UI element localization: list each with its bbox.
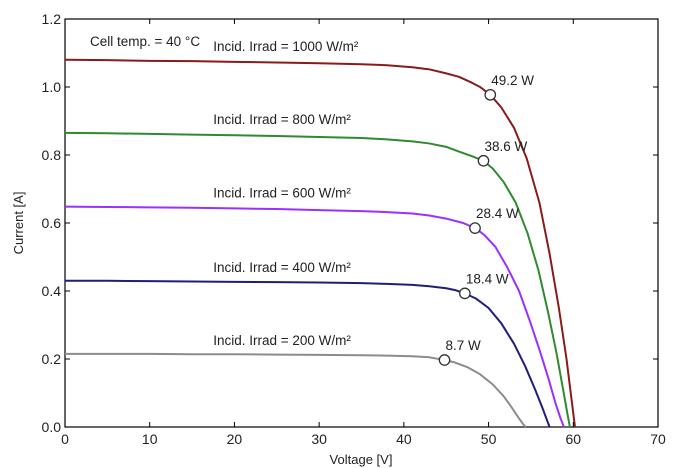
mpp-marker [469, 222, 481, 234]
series-label: Incid. Irrad = 200 W/m² [213, 333, 351, 348]
power-label: 38.6 W [484, 139, 527, 154]
series-line [64, 131, 571, 428]
y-tick-label: 0.4 [42, 283, 62, 299]
power-label: 18.4 W [466, 271, 509, 286]
series-line [65, 279, 551, 428]
y-tick-label: 0.2 [42, 351, 62, 367]
x-tick-label: 60 [565, 431, 581, 447]
series-line [65, 352, 527, 428]
series-label: Incid. Irrad = 600 W/m² [213, 186, 351, 201]
x-tick-label: 40 [396, 431, 412, 447]
mpp-marker-layer [438, 88, 497, 366]
series-layer [64, 58, 576, 428]
x-tick-label: 30 [311, 431, 327, 447]
y-axis-title: Current [A] [11, 192, 26, 255]
y-tick-label: 0.8 [42, 147, 62, 163]
series-label: Incid. Irrad = 1000 W/m² [213, 39, 359, 54]
x-tick-label: 70 [650, 431, 666, 447]
y-tick-label: 1.2 [42, 11, 62, 27]
series-line [64, 58, 576, 428]
x-tick-label: 10 [142, 431, 158, 447]
series-label: Incid. Irrad = 400 W/m² [213, 260, 351, 275]
x-tick-label: 0 [61, 431, 69, 447]
y-tick-label: 1.0 [42, 79, 62, 95]
x-tick-label: 20 [227, 431, 243, 447]
mpp-marker [459, 287, 471, 300]
series-line [64, 205, 565, 428]
condition-label: Cell temp. = 40 °C [90, 34, 200, 49]
mpp-marker [477, 154, 490, 167]
y-tick-label: 0.0 [42, 419, 62, 435]
y-tick-label: 0.6 [42, 215, 62, 231]
power-label: 8.7 W [446, 338, 482, 353]
plot-frame [64, 18, 659, 428]
power-label: 28.4 W [476, 206, 519, 221]
x-axis-title: Voltage [V] [330, 452, 393, 467]
mpp-marker [438, 354, 451, 366]
label-layer: Incid. Irrad = 1000 W/m² Incid. Irrad = 8… [213, 39, 534, 353]
mpp-marker [484, 88, 497, 101]
x-tick-label: 50 [481, 431, 497, 447]
power-label: 49.2 W [491, 73, 534, 88]
series-label: Incid. Irrad = 800 W/m² [213, 112, 351, 127]
tick-layer: 0 10 20 30 40 50 60 70 0.0 0.2 0.4 0.6 0.8 1.0 1.2 [42, 11, 666, 447]
